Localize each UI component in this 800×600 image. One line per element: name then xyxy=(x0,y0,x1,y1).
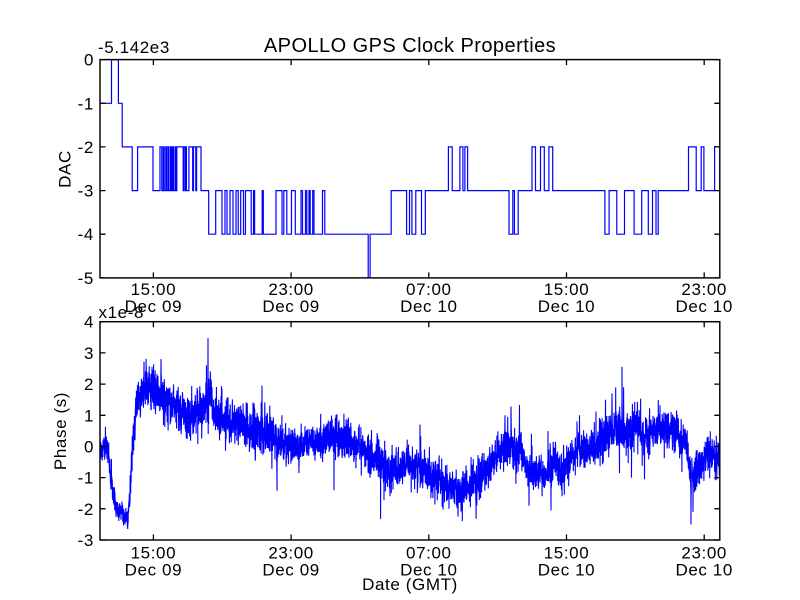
svg-text:Dec 09: Dec 09 xyxy=(262,561,319,580)
svg-text:Date (GMT): Date (GMT) xyxy=(362,575,458,594)
svg-text:-5.142e3: -5.142e3 xyxy=(98,38,170,57)
svg-text:0: 0 xyxy=(84,51,94,70)
svg-text:Dec 09: Dec 09 xyxy=(125,297,182,316)
svg-text:15:00: 15:00 xyxy=(544,544,590,563)
svg-text:-1: -1 xyxy=(78,94,94,113)
svg-text:15:00: 15:00 xyxy=(544,280,590,299)
svg-text:APOLLO GPS Clock Properties: APOLLO GPS Clock Properties xyxy=(264,35,556,57)
svg-text:-2: -2 xyxy=(78,138,94,157)
svg-text:-5: -5 xyxy=(78,269,94,288)
svg-text:15:00: 15:00 xyxy=(131,544,177,563)
svg-text:Dec 10: Dec 10 xyxy=(538,297,595,316)
svg-text:-3: -3 xyxy=(78,531,94,550)
svg-text:15:00: 15:00 xyxy=(131,280,177,299)
svg-text:Dec 10: Dec 10 xyxy=(675,561,732,580)
svg-text:2: 2 xyxy=(84,375,94,394)
svg-text:Dec 09: Dec 09 xyxy=(262,297,319,316)
svg-text:23:00: 23:00 xyxy=(681,280,727,299)
svg-text:Dec 10: Dec 10 xyxy=(400,297,457,316)
svg-text:23:00: 23:00 xyxy=(268,280,314,299)
svg-text:-3: -3 xyxy=(78,182,94,201)
svg-text:4: 4 xyxy=(84,313,94,332)
svg-text:23:00: 23:00 xyxy=(681,544,727,563)
svg-text:-2: -2 xyxy=(78,500,94,519)
svg-text:0: 0 xyxy=(84,437,94,456)
svg-text:x1e-8: x1e-8 xyxy=(99,303,145,322)
svg-text:07:00: 07:00 xyxy=(406,280,452,299)
svg-text:Dec 10: Dec 10 xyxy=(675,297,732,316)
svg-text:Phase (s): Phase (s) xyxy=(51,392,70,470)
svg-text:DAC: DAC xyxy=(56,150,75,188)
svg-text:-1: -1 xyxy=(78,469,94,488)
svg-text:Dec 09: Dec 09 xyxy=(125,561,182,580)
svg-text:3: 3 xyxy=(84,344,94,363)
svg-text:Dec 10: Dec 10 xyxy=(400,561,457,580)
svg-text:1: 1 xyxy=(84,406,94,425)
svg-text:Dec 10: Dec 10 xyxy=(538,561,595,580)
svg-text:-4: -4 xyxy=(78,225,94,244)
svg-text:23:00: 23:00 xyxy=(268,544,314,563)
svg-text:07:00: 07:00 xyxy=(406,544,452,563)
